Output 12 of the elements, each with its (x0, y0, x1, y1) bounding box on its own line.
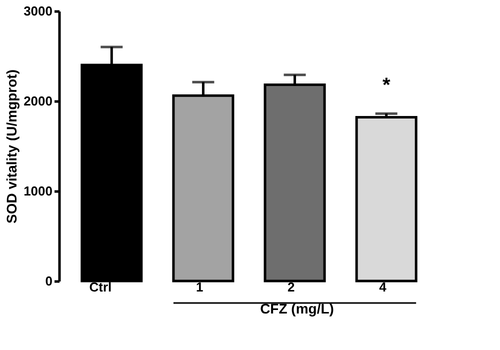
bar (355, 116, 418, 282)
x-tick-label: 1 (196, 280, 204, 294)
y-tick-label: 2000 (24, 94, 52, 108)
y-tick-label: 3000 (24, 4, 52, 18)
x-axis-title: CFZ (mg/L) (260, 300, 334, 316)
y-axis-title: SOD vitality (U/mgprot) (4, 69, 20, 224)
x-tick-label: 4 (379, 280, 388, 294)
y-tick-label: 0 (45, 274, 52, 288)
x-tick-label: 2 (288, 280, 295, 294)
y-tick-label: 1000 (24, 184, 52, 198)
annotation: * (382, 74, 390, 97)
x-tick-label: Ctrl (89, 280, 112, 294)
